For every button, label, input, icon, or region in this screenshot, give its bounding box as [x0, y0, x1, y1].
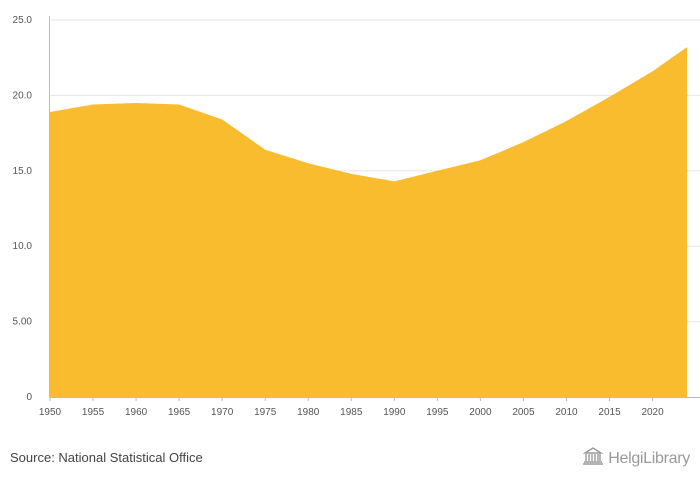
data-point[interactable]: [684, 44, 690, 50]
x-tick-label: 1965: [168, 407, 191, 418]
data-point[interactable]: [348, 171, 354, 177]
data-point[interactable]: [477, 157, 483, 163]
data-point[interactable]: [262, 147, 268, 153]
x-tick-label: 1955: [82, 407, 105, 418]
area-series: [50, 44, 690, 397]
x-tick-label: 1970: [211, 407, 234, 418]
source-note: Source: National Statistical Office: [10, 450, 203, 465]
x-tick-label: 2010: [555, 407, 578, 418]
brand-name: HelgiLibrary: [608, 449, 690, 467]
x-axis-tick-labels: 1950 1955 1960 1965 1970 1975 1980 1985 1990 1995…: [39, 407, 664, 418]
y-tick-label: 5.00: [13, 317, 33, 328]
data-point[interactable]: [219, 117, 225, 123]
y-axis-tick-labels: 0 5.00 10.0 15.0 20.0 25.0: [13, 15, 33, 403]
data-point[interactable]: [520, 139, 526, 145]
x-tick-label: 1950: [39, 407, 62, 418]
y-tick-label: 15.0: [13, 166, 33, 177]
x-tick-label: 1995: [426, 407, 449, 418]
x-tick-label: 2005: [512, 407, 535, 418]
library-building-icon: [582, 447, 604, 470]
data-point[interactable]: [563, 118, 569, 124]
data-point[interactable]: [176, 101, 182, 107]
x-tick-label: 1960: [125, 407, 148, 418]
data-point[interactable]: [650, 68, 656, 74]
data-point[interactable]: [607, 94, 613, 100]
x-tick-label: 2015: [598, 407, 621, 418]
y-tick-label: 20.0: [13, 90, 33, 101]
x-tick-label: 2000: [469, 407, 492, 418]
x-tick-label: 1990: [383, 407, 406, 418]
x-tick-label: 1980: [297, 407, 320, 418]
axes: [49, 16, 700, 401]
y-tick-label: 10.0: [13, 241, 33, 252]
data-point[interactable]: [434, 168, 440, 174]
data-point[interactable]: [391, 178, 397, 184]
y-tick-label: 0: [26, 392, 32, 403]
y-tick-label: 25.0: [13, 15, 33, 26]
area-fill-value[interactable]: [50, 47, 687, 397]
data-point[interactable]: [305, 160, 311, 166]
x-tick-label: 1985: [340, 407, 363, 418]
x-tick-label: 2020: [641, 407, 664, 418]
x-tick-label: 1975: [254, 407, 277, 418]
data-point[interactable]: [90, 101, 96, 107]
brand-logo[interactable]: HelgiLibrary: [582, 447, 690, 470]
data-point[interactable]: [133, 100, 139, 106]
